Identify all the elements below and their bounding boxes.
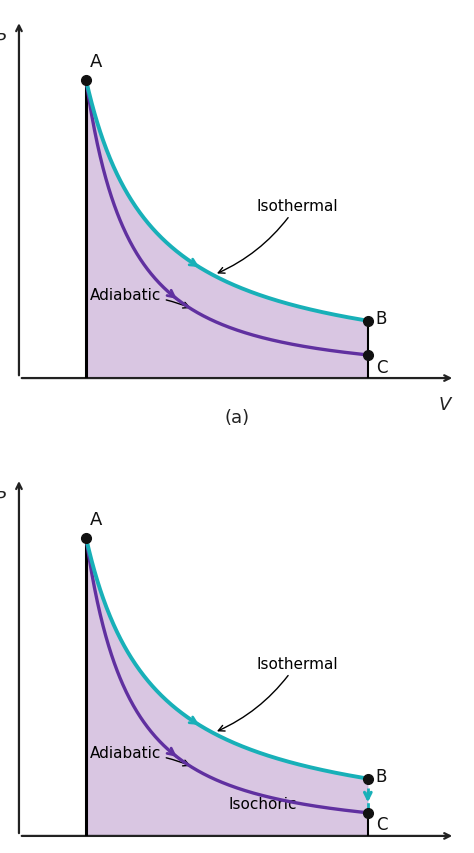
Text: P: P [0, 32, 6, 50]
Polygon shape [86, 81, 368, 379]
Text: Isothermal: Isothermal [219, 199, 338, 274]
Text: C: C [376, 815, 387, 833]
Polygon shape [86, 538, 368, 836]
Text: Isothermal: Isothermal [219, 656, 338, 731]
Text: C: C [376, 358, 387, 376]
Text: B: B [376, 767, 387, 785]
Text: B: B [376, 310, 387, 328]
Text: A: A [90, 53, 102, 71]
Text: Adiabatic: Adiabatic [90, 287, 190, 309]
Text: A: A [90, 510, 102, 529]
Text: (a): (a) [224, 409, 250, 426]
Text: Isochoric: Isochoric [228, 797, 297, 811]
Text: Adiabatic: Adiabatic [90, 745, 190, 766]
Text: V: V [438, 396, 451, 414]
Text: P: P [0, 490, 6, 508]
